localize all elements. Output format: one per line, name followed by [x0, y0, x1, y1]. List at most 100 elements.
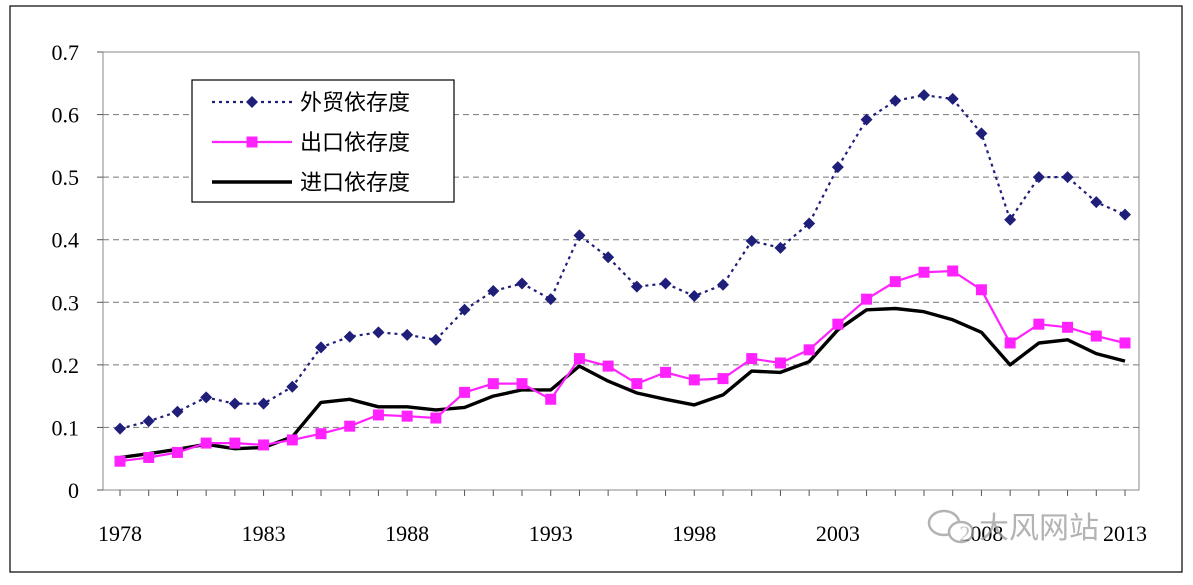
data-point	[229, 437, 241, 449]
data-point	[774, 357, 786, 369]
data-point	[1004, 337, 1016, 349]
wechat-icon	[927, 509, 975, 544]
y-tick-label: 0.4	[52, 228, 80, 253]
data-point	[200, 437, 212, 449]
data-point	[831, 161, 844, 174]
data-point	[401, 410, 413, 422]
data-point	[688, 290, 701, 303]
data-point	[889, 276, 901, 288]
data-point	[143, 451, 155, 463]
data-point	[717, 278, 729, 291]
data-point	[631, 378, 643, 390]
legend-marker	[246, 136, 258, 148]
data-point	[832, 318, 844, 330]
series-1	[114, 265, 1131, 467]
y-tick-label: 0.3	[52, 290, 80, 315]
data-point	[860, 113, 873, 126]
series-2	[119, 306, 1126, 460]
y-tick-label: 0.2	[52, 353, 80, 378]
data-point	[372, 409, 384, 421]
data-point	[315, 428, 327, 440]
chart-border	[9, 5, 1183, 573]
data-point	[1033, 318, 1045, 330]
data-point	[401, 328, 414, 341]
data-point	[545, 393, 557, 405]
data-point	[171, 405, 184, 418]
data-point	[861, 293, 873, 305]
data-point	[659, 277, 672, 290]
data-point	[1061, 171, 1074, 184]
data-point	[975, 284, 987, 296]
data-point	[630, 280, 643, 293]
data-point	[114, 455, 126, 467]
data-point	[746, 353, 758, 365]
data-point	[286, 434, 298, 446]
data-point	[602, 360, 614, 372]
data-point	[258, 439, 270, 451]
data-point	[745, 234, 758, 247]
data-point	[975, 127, 988, 140]
x-tick-label: 1978	[98, 521, 142, 546]
data-point	[1062, 321, 1074, 333]
data-point	[947, 265, 959, 277]
data-point	[257, 397, 270, 410]
data-point	[142, 415, 155, 428]
data-point	[516, 378, 528, 390]
data-point	[228, 397, 241, 410]
y-tick-label: 0	[68, 478, 79, 503]
y-tick-label: 0.7	[52, 40, 80, 65]
data-point	[602, 251, 615, 264]
x-tick-label: 1993	[529, 521, 573, 546]
data-point	[315, 341, 327, 354]
data-point	[286, 380, 299, 393]
x-tick-label: 1983	[242, 521, 286, 546]
legend-label: 出口依存度	[300, 131, 410, 156]
x-tick-label: 1988	[385, 521, 429, 546]
series-layer	[114, 89, 1131, 467]
data-point	[171, 446, 183, 458]
legend-label: 外贸依存度	[300, 91, 410, 116]
data-point	[1090, 330, 1102, 342]
data-point	[803, 344, 815, 356]
data-point	[1119, 337, 1131, 349]
data-point	[114, 422, 126, 435]
data-point	[487, 378, 499, 390]
data-point	[429, 333, 442, 346]
watermark-text: 大风网站	[979, 511, 1099, 546]
series-line	[119, 306, 1126, 460]
data-point	[344, 420, 356, 432]
data-point	[946, 92, 959, 105]
legend-item-2: 进口依存度	[212, 171, 410, 196]
data-point	[774, 241, 787, 254]
data-point	[459, 386, 471, 398]
series-line	[119, 94, 1126, 430]
data-point	[1004, 213, 1017, 226]
legend-item-0: 外贸依存度	[212, 91, 410, 116]
x-tick-label: 2003	[816, 521, 860, 546]
legend-item-1: 出口依存度	[212, 131, 410, 156]
data-point	[516, 277, 528, 290]
plot-area	[102, 51, 1140, 491]
data-point	[573, 229, 586, 242]
y-tick-label: 0.6	[52, 103, 80, 128]
data-point	[430, 412, 442, 424]
legend-marker	[246, 96, 258, 108]
series-line	[119, 269, 1126, 463]
y-axis: 0 0.1 0.2 0.3 0.4 0.5 0.6 0.7	[52, 40, 103, 503]
data-point	[372, 326, 385, 339]
data-point	[660, 366, 672, 378]
data-point	[573, 353, 585, 365]
legend-label: 进口依存度	[300, 171, 410, 196]
x-tick-label: 2013	[1103, 521, 1147, 546]
watermark: 大风网站	[927, 509, 1099, 546]
data-point	[544, 293, 557, 306]
y-tick-label: 0.5	[52, 165, 80, 190]
data-point	[717, 373, 729, 385]
data-point	[343, 330, 356, 343]
x-tick-label: 1998	[672, 521, 716, 546]
data-point	[889, 94, 902, 107]
data-point	[1119, 208, 1131, 221]
